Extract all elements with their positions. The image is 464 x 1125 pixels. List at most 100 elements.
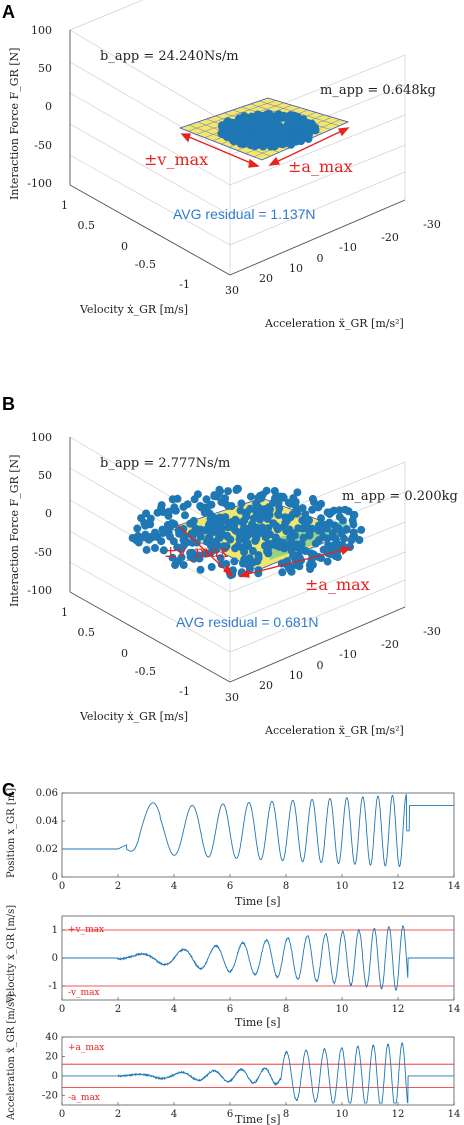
y-tick-label: 0.04 bbox=[36, 816, 58, 827]
scatter-point bbox=[210, 514, 219, 523]
y-ticks-a: 1 0.5 0 -0.5 -1 bbox=[61, 199, 190, 291]
scatter-point bbox=[349, 528, 358, 537]
scatter-point bbox=[179, 502, 188, 511]
scatter-point bbox=[223, 532, 232, 541]
scatter-point bbox=[308, 560, 317, 569]
z-tick: -100 bbox=[27, 584, 52, 597]
x-tick-label: 8 bbox=[283, 1109, 289, 1120]
y-axis-label: Position x_GR [m] bbox=[6, 788, 17, 878]
y-tick-label: 1 bbox=[52, 925, 58, 936]
y-tick-label: 0.02 bbox=[36, 844, 58, 855]
x-tick: 20 bbox=[259, 272, 273, 285]
scatter-point bbox=[310, 498, 318, 507]
z-tick: -50 bbox=[34, 546, 52, 559]
scatter-point bbox=[333, 553, 342, 562]
scatter-point bbox=[317, 514, 325, 523]
scatter-point bbox=[233, 484, 242, 493]
y-tick-label: 0 bbox=[52, 953, 58, 964]
scatter-point bbox=[311, 123, 320, 132]
x-tick-label: 0 bbox=[59, 1109, 65, 1120]
upper-limit-label: +a_max bbox=[68, 1043, 104, 1053]
scatter-point bbox=[231, 544, 240, 553]
scatter-point bbox=[134, 532, 143, 540]
a-max-label-a: ±a_max bbox=[288, 157, 353, 176]
y-tick: -0.5 bbox=[135, 258, 156, 271]
scatter-point bbox=[297, 118, 306, 126]
scatter-point bbox=[272, 541, 281, 550]
scatter-point bbox=[188, 529, 197, 538]
scatter-point bbox=[200, 508, 209, 517]
scatter-point bbox=[289, 112, 298, 120]
x-tick-label: 14 bbox=[448, 881, 461, 892]
scatter-point bbox=[219, 542, 228, 551]
scatter-point bbox=[196, 532, 205, 541]
scatter-point bbox=[157, 537, 166, 546]
y-axis-a bbox=[69, 184, 231, 276]
v-max-label-a: ±v_max bbox=[144, 150, 208, 169]
x-tick-label: 0 bbox=[59, 881, 65, 892]
scatter-point bbox=[315, 536, 323, 545]
scatter-point bbox=[240, 555, 249, 564]
scatter-point bbox=[308, 505, 317, 514]
scatter-point bbox=[227, 502, 236, 510]
scatter-point bbox=[258, 137, 267, 146]
scatter-point bbox=[250, 514, 258, 523]
x-tick-label: 4 bbox=[171, 881, 177, 892]
scatter-point bbox=[264, 524, 273, 533]
x-axis-label-b: Acceleration ẍ_GR [m/s²] bbox=[264, 724, 404, 737]
x-tick-label: 12 bbox=[392, 1109, 405, 1120]
x-tick: -30 bbox=[423, 625, 441, 638]
scatter-point bbox=[293, 137, 301, 146]
z-tick: -100 bbox=[27, 177, 52, 190]
scatter-point bbox=[179, 561, 188, 569]
scatter-point bbox=[229, 128, 238, 137]
scatter-point bbox=[208, 537, 217, 546]
scatter-point bbox=[215, 485, 224, 494]
scatter-point bbox=[196, 565, 205, 574]
panel-label-a: A bbox=[2, 2, 15, 22]
scatter-point bbox=[195, 554, 204, 563]
z-tick: 50 bbox=[38, 469, 52, 482]
y-tick: -1 bbox=[179, 685, 190, 698]
y-axis-label-a: Velocity ẋ_GR [m/s] bbox=[79, 303, 188, 316]
x-tick-label: 0 bbox=[59, 1004, 65, 1015]
scatter-point bbox=[216, 554, 225, 563]
scatter-point bbox=[222, 132, 231, 141]
scatter-point bbox=[237, 499, 246, 508]
lower-limit-label: -a_max bbox=[68, 1093, 100, 1103]
scatter-point bbox=[217, 560, 226, 569]
scatter-point bbox=[230, 557, 239, 566]
scatter-point bbox=[284, 498, 293, 507]
y-tick: 0.5 bbox=[78, 626, 96, 639]
scatter-point bbox=[207, 528, 216, 537]
scatter-point bbox=[254, 509, 263, 518]
x-tick: 30 bbox=[225, 284, 239, 297]
scatter-point bbox=[243, 539, 252, 547]
scatter-point bbox=[274, 511, 283, 519]
scatter-point bbox=[173, 494, 182, 503]
scatter-point bbox=[357, 525, 366, 534]
y-axis-label: Acceleration ẍ_GR [m/s²] bbox=[6, 994, 17, 1121]
y-tick-label: -20 bbox=[42, 1090, 58, 1101]
x-tick-label: 4 bbox=[171, 1004, 177, 1015]
scatter-point bbox=[301, 510, 310, 519]
x-tick-label: 6 bbox=[227, 881, 233, 892]
scatter-point bbox=[229, 523, 238, 532]
scatter-point bbox=[350, 510, 359, 519]
plot-frame bbox=[61, 1036, 455, 1106]
b-app-annotation-a: b_app = 24.240Ns/m bbox=[100, 49, 239, 64]
panel-label-c: C bbox=[2, 780, 15, 800]
x-tick-label: 6 bbox=[227, 1109, 233, 1120]
y-tick-label: 0.06 bbox=[36, 788, 58, 799]
v-max-label-b: ±v_max bbox=[164, 542, 228, 561]
scatter-point bbox=[298, 504, 307, 513]
scatter-point bbox=[239, 112, 248, 121]
scatter-point bbox=[270, 487, 279, 495]
x-tick-label: 12 bbox=[392, 1004, 405, 1015]
scatter-points-b bbox=[128, 484, 366, 580]
scatter-point bbox=[256, 525, 265, 534]
scatter-point bbox=[293, 488, 302, 497]
scatter-point bbox=[151, 544, 159, 552]
scatter-point bbox=[238, 518, 247, 527]
x-tick: -30 bbox=[423, 218, 441, 231]
